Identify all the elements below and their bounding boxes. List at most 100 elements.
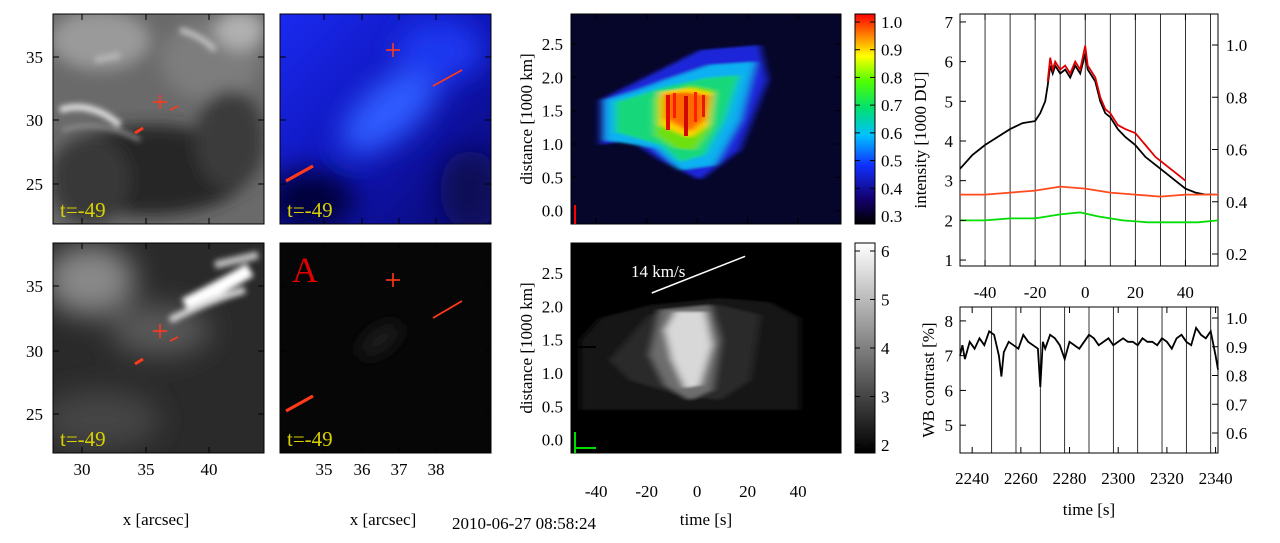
colorbar-tick-label: 2 (881, 436, 890, 455)
y-tick-label: 8 (945, 312, 954, 331)
y-tick-label: 25 (26, 405, 43, 424)
colorbar-tick-label: 0.9 (881, 41, 902, 60)
x-tick-label: 36 (354, 460, 371, 479)
slit-segment (134, 357, 144, 366)
y-axis-label: distance [1000 km] (517, 282, 536, 413)
image-panel-top-left (53, 14, 264, 224)
right-tick-label: 0.6 (1226, 424, 1247, 443)
x-tick-label: 35 (316, 460, 333, 479)
image-panel-frame (52, 242, 265, 454)
x-tick-label: 2240 (955, 469, 989, 488)
colorbar-tick-label: 3 (881, 388, 890, 407)
timestamp: 2010-06-27 08:58:24 (452, 514, 597, 533)
panel-letter: A (292, 250, 318, 290)
x-tick-label: 40 (1177, 283, 1194, 302)
colorbar-tick-label: 6 (881, 242, 890, 261)
x-tick-label: 0 (693, 482, 702, 501)
y-tick-label: 5 (945, 416, 954, 435)
x-tick-label: 30 (74, 460, 91, 479)
series-contrast (959, 325, 1219, 388)
x-tick-label: -40 (974, 283, 997, 302)
x-tick-label: 37 (391, 460, 409, 479)
right-tick-label: 0.6 (1226, 141, 1247, 160)
slit-segment (432, 300, 463, 319)
slit-segment (285, 164, 314, 183)
image-panel-frame (279, 242, 492, 454)
right-tick-label: 0.7 (1226, 395, 1248, 414)
heatmap-gray (571, 243, 841, 453)
heatmap-frame (570, 13, 842, 225)
y-axis-label: distance [1000 km] (517, 53, 536, 184)
y-tick-label: 6 (945, 381, 954, 400)
y-tick-label: 2 (945, 211, 954, 230)
right-tick-label: 0.4 (1226, 193, 1248, 212)
colorbar-color (854, 13, 876, 225)
x-axis-label: time [s] (680, 510, 732, 529)
y-tick-label: 0.0 (542, 202, 563, 221)
time-label: t=-49 (60, 198, 106, 222)
colorbar-tick-label: 1.0 (881, 13, 902, 32)
series-red (1046, 45, 1186, 182)
x-tick-label: 2340 (1199, 469, 1233, 488)
image-panel-frame (279, 13, 492, 225)
image-panel-bottom-left (53, 243, 264, 453)
x-axis-label: time [s] (1063, 500, 1115, 519)
right-tick-label: 0.8 (1226, 88, 1247, 107)
y-tick-label: 35 (26, 48, 43, 67)
slit-segment (134, 126, 144, 135)
image-panel-top-blue (280, 14, 491, 224)
series-black (959, 53, 1216, 196)
right-tick-label: 1.0 (1226, 36, 1247, 55)
y-tick-label: 1 (945, 251, 954, 270)
x-tick-label: 2280 (1053, 469, 1087, 488)
heatmap-red-streaks (666, 92, 705, 136)
right-tick-label: 0.8 (1226, 367, 1247, 386)
x-tick-label: 20 (1127, 283, 1144, 302)
x-tick-label: 0 (1081, 283, 1090, 302)
colorbar-tick-label: 0.4 (881, 179, 903, 198)
colorbar-tick-label: 0.8 (881, 68, 902, 87)
y-tick-label: 4 (945, 132, 954, 151)
heatmap-frame (570, 242, 842, 454)
x-tick-label: -40 (585, 482, 608, 501)
y-tick-label: 6 (945, 53, 954, 72)
y-tick-label: 3 (945, 172, 954, 191)
y-tick-label: 2.0 (542, 68, 563, 87)
x-tick-label: 38 (428, 460, 445, 479)
y-tick-label: 30 (26, 111, 43, 130)
y-tick-label: 30 (26, 342, 43, 361)
x-tick-label: 2260 (1004, 469, 1038, 488)
velocity-annotation: 14 km/s (631, 262, 685, 281)
image-panel-bottom-dark (280, 243, 491, 453)
y-axis-label: WB contrast [%] (919, 322, 938, 437)
x-tick-label: 40 (790, 482, 807, 501)
y-tick-label: 0.5 (542, 397, 563, 416)
x-tick-label: 35 (138, 460, 155, 479)
colorbar-tick-label: 4 (881, 339, 890, 358)
x-tick-label: 40 (201, 460, 218, 479)
slit-segment (169, 105, 179, 111)
y-tick-label: 7 (945, 347, 954, 366)
y-tick-label: 35 (26, 277, 43, 296)
y-tick-label: 5 (945, 92, 954, 111)
y-tick-label: 0.5 (542, 168, 563, 187)
x-tick-label: 2300 (1101, 469, 1135, 488)
y-tick-label: 1.5 (542, 102, 563, 121)
y-tick-label: 1.0 (542, 135, 563, 154)
y-tick-label: 2.5 (542, 264, 563, 283)
time-label: t=-49 (60, 427, 106, 451)
y-tick-label: 7 (945, 13, 954, 32)
colorbar-tick-label: 0.5 (881, 152, 902, 171)
heatmap-color (571, 14, 841, 224)
slope-line (651, 255, 746, 294)
y-tick-label: 25 (26, 175, 43, 194)
right-tick-label: 0.9 (1226, 338, 1247, 357)
slit-segment (432, 69, 463, 87)
x-axis-label: x [arcsec] (350, 510, 417, 529)
colorbar-tick-label: 0.7 (881, 96, 903, 115)
colorbar-tick-label: 0.6 (881, 124, 902, 143)
y-tick-label: 1.0 (542, 364, 563, 383)
x-tick-label: 2320 (1150, 469, 1184, 488)
time-label: t=-49 (287, 427, 333, 451)
